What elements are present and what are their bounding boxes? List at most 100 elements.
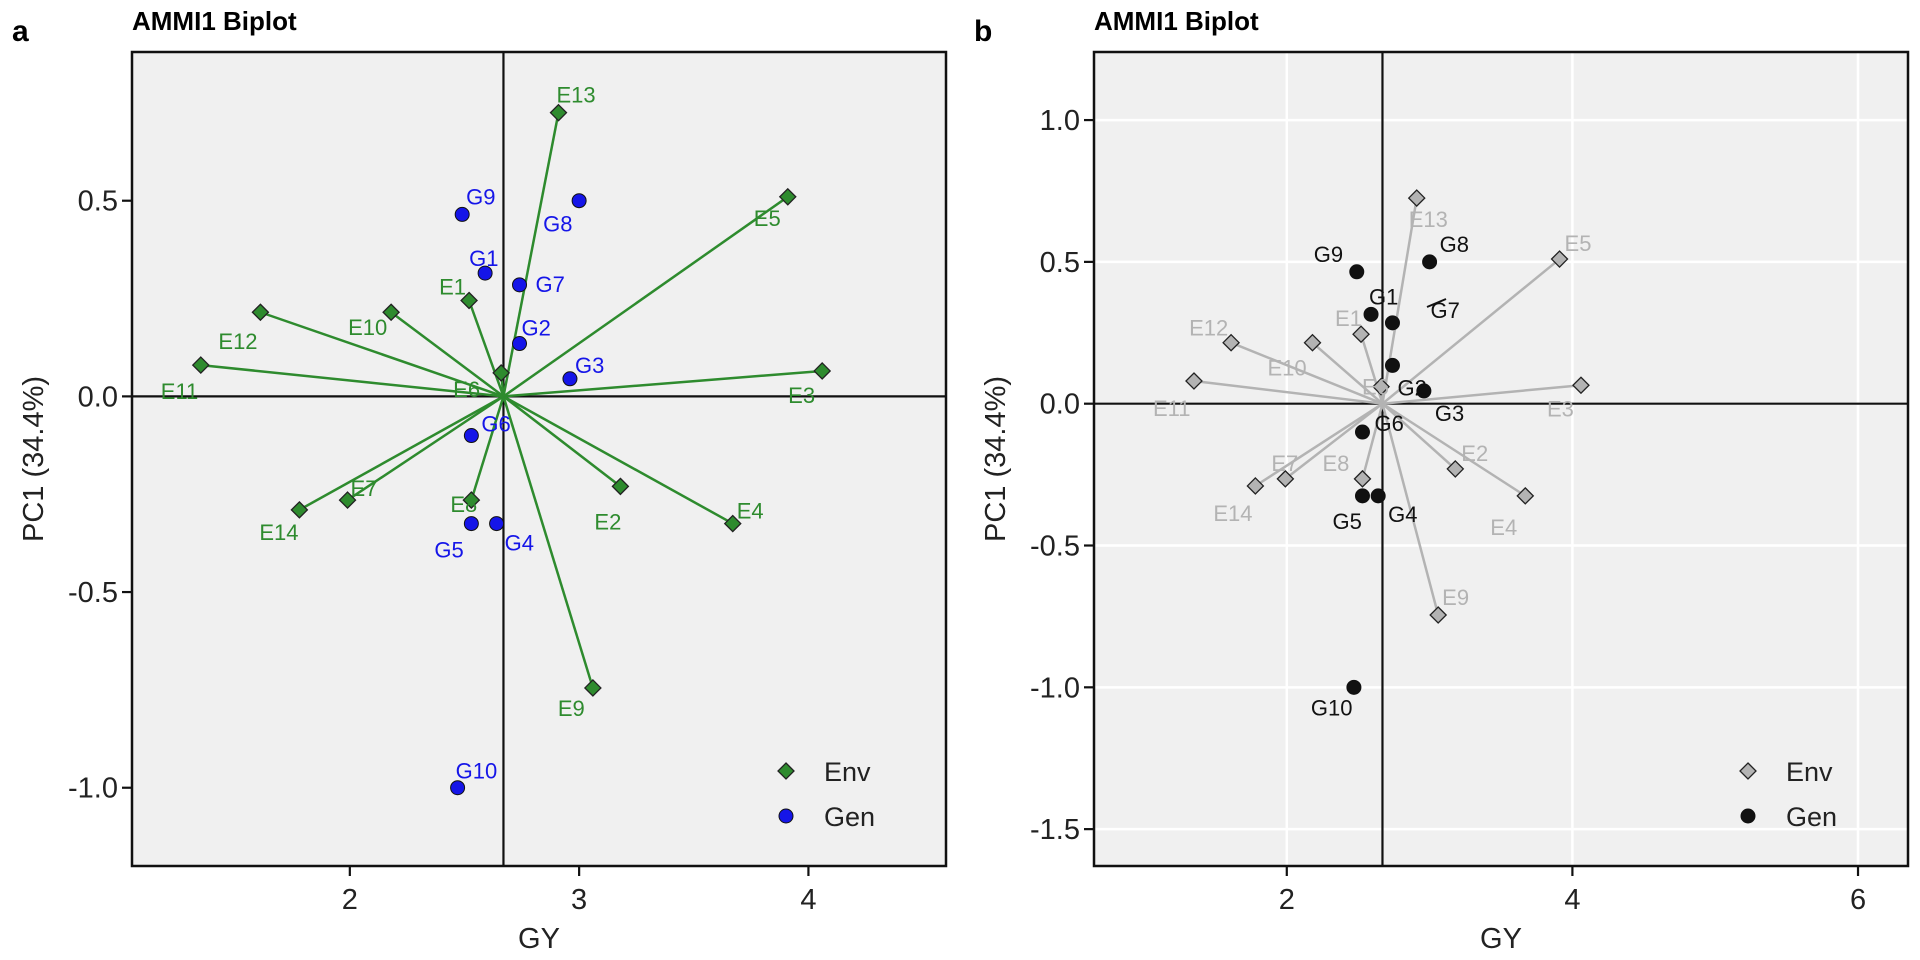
legend-gen-label: Gen [1786,802,1837,832]
panel-b-plot-border [1092,50,1910,868]
panel-a-plot-border [130,50,948,868]
point-label-E6: E6 [1362,375,1389,400]
env-point-E13 [1407,189,1426,207]
env-vector-E3 [1382,384,1582,405]
env-point-E1 [1352,325,1370,344]
env-vector-E7 [346,395,505,502]
point-label-G3: G3 [1435,401,1464,426]
point-label-E4: E4 [1490,515,1517,540]
gen-point-G7 [1384,315,1400,331]
panel-a-title: AMMI1 Biplot [132,6,297,36]
x-tick-label: 6 [1850,884,1866,916]
point-label-E1: E1 [439,275,466,300]
panel-a-plot-background [132,52,946,866]
legend-gen-swatch [1740,808,1756,824]
env-point-E8 [462,491,481,510]
point-label-E9: E9 [1442,585,1469,610]
point-label-E7: E7 [1271,451,1298,476]
gen-point-G10 [1346,679,1362,695]
env-point-E4 [1516,486,1535,505]
point-label-G4: G4 [505,531,534,556]
panel-b-ticks: 2 4 6 1.0 0.5 0.0 -0.5 -1.0 -1.5 [1030,105,1866,916]
env-point-E2 [1446,460,1465,478]
x-tick-label: 4 [800,884,816,916]
env-point-E14 [290,500,309,519]
point-label-G7: G7 [536,272,565,297]
gen-point-G3 [1416,383,1432,399]
point-label-E11: E11 [161,379,199,404]
env-vector-E3 [503,369,823,398]
panel-a-point-labels: E1 E2 E3 E4 E5 E6 E7 E8 E9 E10 E11 E12 E13 E14 G1 G2 G3 G… [161,83,815,784]
point-label-E2: E2 [594,509,621,534]
point-label-G8: G8 [1440,232,1469,257]
env-point-E7 [1276,469,1295,488]
point-label-E12: E12 [1189,316,1228,341]
point-label-E2: E2 [1461,441,1488,466]
x-tick-label: 2 [342,884,358,916]
y-tick-label: -1.5 [1030,814,1080,846]
point-label-E10: E10 [348,315,387,340]
panel-b-y-axis-title: PC1 (34.4%) [980,376,1012,542]
gen-point-G6 [1354,424,1370,440]
point-label-E3: E3 [1547,396,1574,421]
point-label-E14: E14 [259,520,298,545]
gen-point-G4 [489,516,505,532]
point-label-E13: E13 [1409,207,1448,232]
gen-point-G9 [454,206,470,222]
y-tick-label: 1.0 [1040,105,1080,137]
legend-gen-swatch [778,808,794,824]
x-tick-label: 3 [571,884,587,916]
env-vector-E11 [1193,379,1383,405]
panel-b-plot-background [1094,52,1908,866]
point-label-G4: G4 [1388,502,1417,527]
env-vector-E14 [1254,402,1384,487]
panel-b-reference-lines [1094,52,1908,866]
gen-point-G2 [512,336,528,352]
env-vector-E5 [502,195,789,398]
point-label-E7: E7 [351,476,378,501]
x-tick-label: 2 [1279,884,1295,916]
x-tick-label: 4 [1564,884,1580,916]
env-vector-E8 [1361,403,1384,480]
gen-point-G6 [463,428,479,444]
point-label-E13: E13 [556,83,595,108]
env-vector-E4 [502,395,734,525]
env-vector-E10 [390,311,505,398]
y-tick-label: 0.5 [1040,247,1080,279]
env-vector-E10 [1311,341,1384,405]
env-vector-E8 [470,396,505,501]
point-label-G8: G8 [543,212,572,237]
panel-b-points [1185,189,1590,695]
point-label-E6: E6 [453,377,480,402]
point-label-G10: G10 [456,759,498,784]
env-vector-E2 [1381,402,1457,470]
point-label-G3: G3 [575,353,604,378]
env-point-E7 [338,491,357,510]
point-label-G9: G9 [466,184,495,209]
legend-env-swatch [777,762,795,780]
y-tick-label: -1.0 [68,773,118,805]
point-label-E8: E8 [450,492,477,517]
panel-a-x-axis-title: GY [518,923,560,955]
env-vector-E4 [1381,402,1526,497]
env-vector-E14 [298,395,505,511]
y-tick-label: 0.0 [78,381,118,413]
panel-a: a AMMI1 Biplot E1E2E3E4E5E6E7E8E9E10E11E… [12,6,948,955]
env-point-E3 [813,362,832,380]
gen-point-G5 [1354,488,1370,504]
env-vector-E12 [259,311,504,398]
point-label-G6: G6 [1374,411,1403,436]
env-point-E3 [1572,376,1590,395]
env-vector-E2 [502,395,622,488]
point-label-E10: E10 [1267,356,1306,381]
gen-point-G3 [562,371,578,387]
panel-a-tag: a [12,15,29,48]
point-label-G9: G9 [1314,242,1343,267]
y-tick-label: -0.5 [68,577,118,609]
panel-a-y-axis-title: PC1 (34.4%) [18,376,50,542]
panel-b-x-axis-title: GY [1480,923,1522,955]
env-point-E8 [1353,469,1372,488]
gen-point-G10 [450,780,466,796]
point-label-G2: G2 [1397,375,1426,400]
panel-a-ticks: 2 3 4 0.5 0.0 -0.5 -1.0 [68,186,816,916]
